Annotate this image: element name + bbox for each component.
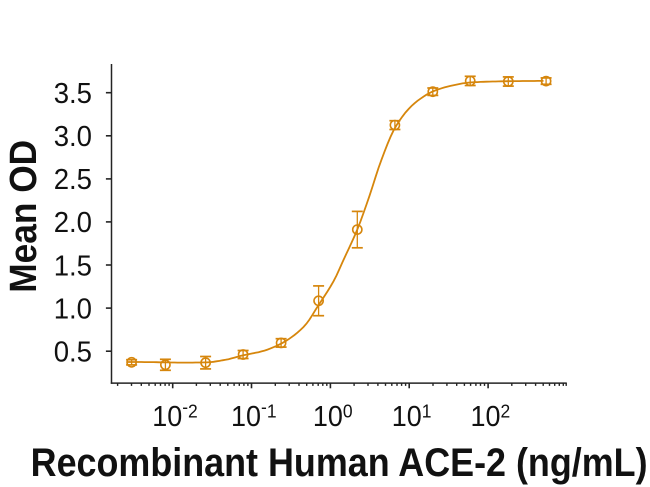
svg-text:Mean OD: Mean OD (2, 140, 45, 293)
svg-text:1.0: 1.0 (54, 292, 92, 325)
svg-text:Recombinant Human ACE-2 (ng/mL: Recombinant Human ACE-2 (ng/mL) (31, 440, 648, 484)
svg-text:1.5: 1.5 (54, 249, 92, 282)
svg-text:0.5: 0.5 (54, 335, 92, 368)
svg-text:3.5: 3.5 (54, 76, 92, 109)
svg-text:3.0: 3.0 (54, 119, 92, 152)
svg-text:2.5: 2.5 (54, 163, 92, 196)
svg-text:2.0: 2.0 (54, 206, 92, 239)
